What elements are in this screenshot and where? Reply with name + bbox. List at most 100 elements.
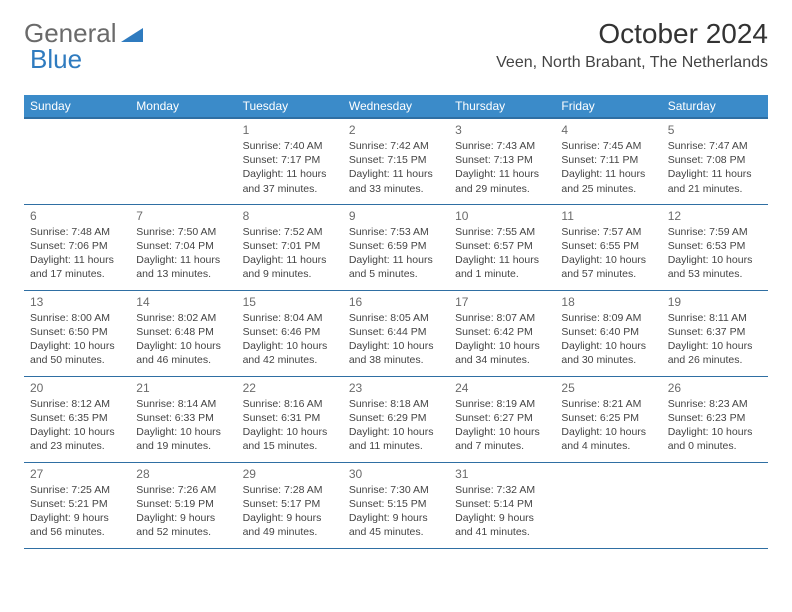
day-header-row: Sunday Monday Tuesday Wednesday Thursday… (24, 95, 768, 118)
title-block: October 2024 Veen, North Brabant, The Ne… (496, 18, 768, 72)
logo-text-blue: Blue (30, 44, 82, 75)
week-row: 13Sunrise: 8:00 AMSunset: 6:50 PMDayligh… (24, 290, 768, 376)
day-cell (555, 462, 661, 548)
day-details: Sunrise: 7:48 AMSunset: 7:06 PMDaylight:… (30, 225, 124, 282)
day-cell: 30 Sunrise: 7:30 AMSunset: 5:15 PMDayligh… (343, 462, 449, 548)
month-title: October 2024 (496, 18, 768, 50)
day-number: 11 (561, 209, 655, 223)
day-details: Sunrise: 8:12 AMSunset: 6:35 PMDaylight:… (30, 397, 124, 454)
day-number: 4 (561, 123, 655, 137)
day-cell: 24 Sunrise: 8:19 AMSunset: 6:27 PMDayligh… (449, 376, 555, 462)
calendar-body: 1 Sunrise: 7:40 AMSunset: 7:17 PMDaylight… (24, 118, 768, 548)
day-cell: 17 Sunrise: 8:07 AMSunset: 6:42 PMDayligh… (449, 290, 555, 376)
day-cell: 23 Sunrise: 8:18 AMSunset: 6:29 PMDayligh… (343, 376, 449, 462)
day-details: Sunrise: 8:19 AMSunset: 6:27 PMDaylight:… (455, 397, 549, 454)
day-number: 25 (561, 381, 655, 395)
day-header: Tuesday (237, 95, 343, 118)
day-header: Sunday (24, 95, 130, 118)
day-number: 9 (349, 209, 443, 223)
day-details: Sunrise: 7:47 AMSunset: 7:08 PMDaylight:… (668, 139, 762, 196)
day-cell (24, 118, 130, 204)
day-cell: 28 Sunrise: 7:26 AMSunset: 5:19 PMDayligh… (130, 462, 236, 548)
day-cell: 9 Sunrise: 7:53 AMSunset: 6:59 PMDaylight… (343, 204, 449, 290)
day-number: 5 (668, 123, 762, 137)
day-details: Sunrise: 8:14 AMSunset: 6:33 PMDaylight:… (136, 397, 230, 454)
day-number: 18 (561, 295, 655, 309)
day-number: 26 (668, 381, 762, 395)
day-number: 14 (136, 295, 230, 309)
day-number: 7 (136, 209, 230, 223)
day-details: Sunrise: 7:28 AMSunset: 5:17 PMDaylight:… (243, 483, 337, 540)
logo-triangle-icon (121, 18, 143, 49)
day-cell: 15 Sunrise: 8:04 AMSunset: 6:46 PMDayligh… (237, 290, 343, 376)
day-details: Sunrise: 7:26 AMSunset: 5:19 PMDaylight:… (136, 483, 230, 540)
day-number: 29 (243, 467, 337, 481)
day-number: 23 (349, 381, 443, 395)
day-cell (130, 118, 236, 204)
day-cell: 4 Sunrise: 7:45 AMSunset: 7:11 PMDaylight… (555, 118, 661, 204)
day-details: Sunrise: 7:59 AMSunset: 6:53 PMDaylight:… (668, 225, 762, 282)
day-details: Sunrise: 7:40 AMSunset: 7:17 PMDaylight:… (243, 139, 337, 196)
day-cell (662, 462, 768, 548)
day-details: Sunrise: 8:02 AMSunset: 6:48 PMDaylight:… (136, 311, 230, 368)
day-number: 19 (668, 295, 762, 309)
day-number: 13 (30, 295, 124, 309)
day-number: 22 (243, 381, 337, 395)
day-cell: 31 Sunrise: 7:32 AMSunset: 5:14 PMDayligh… (449, 462, 555, 548)
day-cell: 11Sunrise: 7:57 AMSunset: 6:55 PMDayligh… (555, 204, 661, 290)
day-number: 2 (349, 123, 443, 137)
day-details: Sunrise: 8:04 AMSunset: 6:46 PMDaylight:… (243, 311, 337, 368)
location: Veen, North Brabant, The Netherlands (496, 54, 768, 72)
day-details: Sunrise: 8:05 AMSunset: 6:44 PMDaylight:… (349, 311, 443, 368)
day-cell: 20 Sunrise: 8:12 AMSunset: 6:35 PMDayligh… (24, 376, 130, 462)
day-details: Sunrise: 8:16 AMSunset: 6:31 PMDaylight:… (243, 397, 337, 454)
day-cell: 10Sunrise: 7:55 AMSunset: 6:57 PMDayligh… (449, 204, 555, 290)
day-details: Sunrise: 8:11 AMSunset: 6:37 PMDaylight:… (668, 311, 762, 368)
week-row: 6 Sunrise: 7:48 AMSunset: 7:06 PMDaylight… (24, 204, 768, 290)
day-details: Sunrise: 8:07 AMSunset: 6:42 PMDaylight:… (455, 311, 549, 368)
day-details: Sunrise: 8:23 AMSunset: 6:23 PMDaylight:… (668, 397, 762, 454)
day-header: Monday (130, 95, 236, 118)
week-row: 27Sunrise: 7:25 AMSunset: 5:21 PMDayligh… (24, 462, 768, 548)
day-details: Sunrise: 7:25 AMSunset: 5:21 PMDaylight:… (30, 483, 124, 540)
day-details: Sunrise: 7:45 AMSunset: 7:11 PMDaylight:… (561, 139, 655, 196)
day-details: Sunrise: 7:30 AMSunset: 5:15 PMDaylight:… (349, 483, 443, 540)
day-cell: 5 Sunrise: 7:47 AMSunset: 7:08 PMDaylight… (662, 118, 768, 204)
day-cell: 2Sunrise: 7:42 AMSunset: 7:15 PMDaylight… (343, 118, 449, 204)
day-header: Saturday (662, 95, 768, 118)
day-number: 1 (243, 123, 337, 137)
day-number: 21 (136, 381, 230, 395)
day-cell: 19 Sunrise: 8:11 AMSunset: 6:37 PMDayligh… (662, 290, 768, 376)
day-number: 8 (243, 209, 337, 223)
day-details: Sunrise: 7:50 AMSunset: 7:04 PMDaylight:… (136, 225, 230, 282)
day-details: Sunrise: 7:53 AMSunset: 6:59 PMDaylight:… (349, 225, 443, 282)
day-details: Sunrise: 7:43 AMSunset: 7:13 PMDaylight:… (455, 139, 549, 196)
day-cell: 16 Sunrise: 8:05 AMSunset: 6:44 PMDayligh… (343, 290, 449, 376)
day-header: Wednesday (343, 95, 449, 118)
week-row: 1 Sunrise: 7:40 AMSunset: 7:17 PMDaylight… (24, 118, 768, 204)
day-number: 15 (243, 295, 337, 309)
day-number: 24 (455, 381, 549, 395)
day-number: 17 (455, 295, 549, 309)
day-header: Thursday (449, 95, 555, 118)
day-cell: 26 Sunrise: 8:23 AMSunset: 6:23 PMDayligh… (662, 376, 768, 462)
day-number: 3 (455, 123, 549, 137)
calendar-table: Sunday Monday Tuesday Wednesday Thursday… (24, 95, 768, 549)
day-cell: 25Sunrise: 8:21 AMSunset: 6:25 PMDayligh… (555, 376, 661, 462)
day-details: Sunrise: 7:32 AMSunset: 5:14 PMDaylight:… (455, 483, 549, 540)
day-cell: 14 Sunrise: 8:02 AMSunset: 6:48 PMDayligh… (130, 290, 236, 376)
day-number: 10 (455, 209, 549, 223)
day-cell: 1 Sunrise: 7:40 AMSunset: 7:17 PMDaylight… (237, 118, 343, 204)
day-number: 6 (30, 209, 124, 223)
day-number: 30 (349, 467, 443, 481)
week-row: 20 Sunrise: 8:12 AMSunset: 6:35 PMDayligh… (24, 376, 768, 462)
day-cell: 27Sunrise: 7:25 AMSunset: 5:21 PMDayligh… (24, 462, 130, 548)
day-number: 20 (30, 381, 124, 395)
day-details: Sunrise: 8:09 AMSunset: 6:40 PMDaylight:… (561, 311, 655, 368)
day-number: 31 (455, 467, 549, 481)
day-cell: 7 Sunrise: 7:50 AMSunset: 7:04 PMDaylight… (130, 204, 236, 290)
day-details: Sunrise: 8:18 AMSunset: 6:29 PMDaylight:… (349, 397, 443, 454)
day-details: Sunrise: 7:52 AMSunset: 7:01 PMDaylight:… (243, 225, 337, 282)
day-number: 16 (349, 295, 443, 309)
day-number: 28 (136, 467, 230, 481)
